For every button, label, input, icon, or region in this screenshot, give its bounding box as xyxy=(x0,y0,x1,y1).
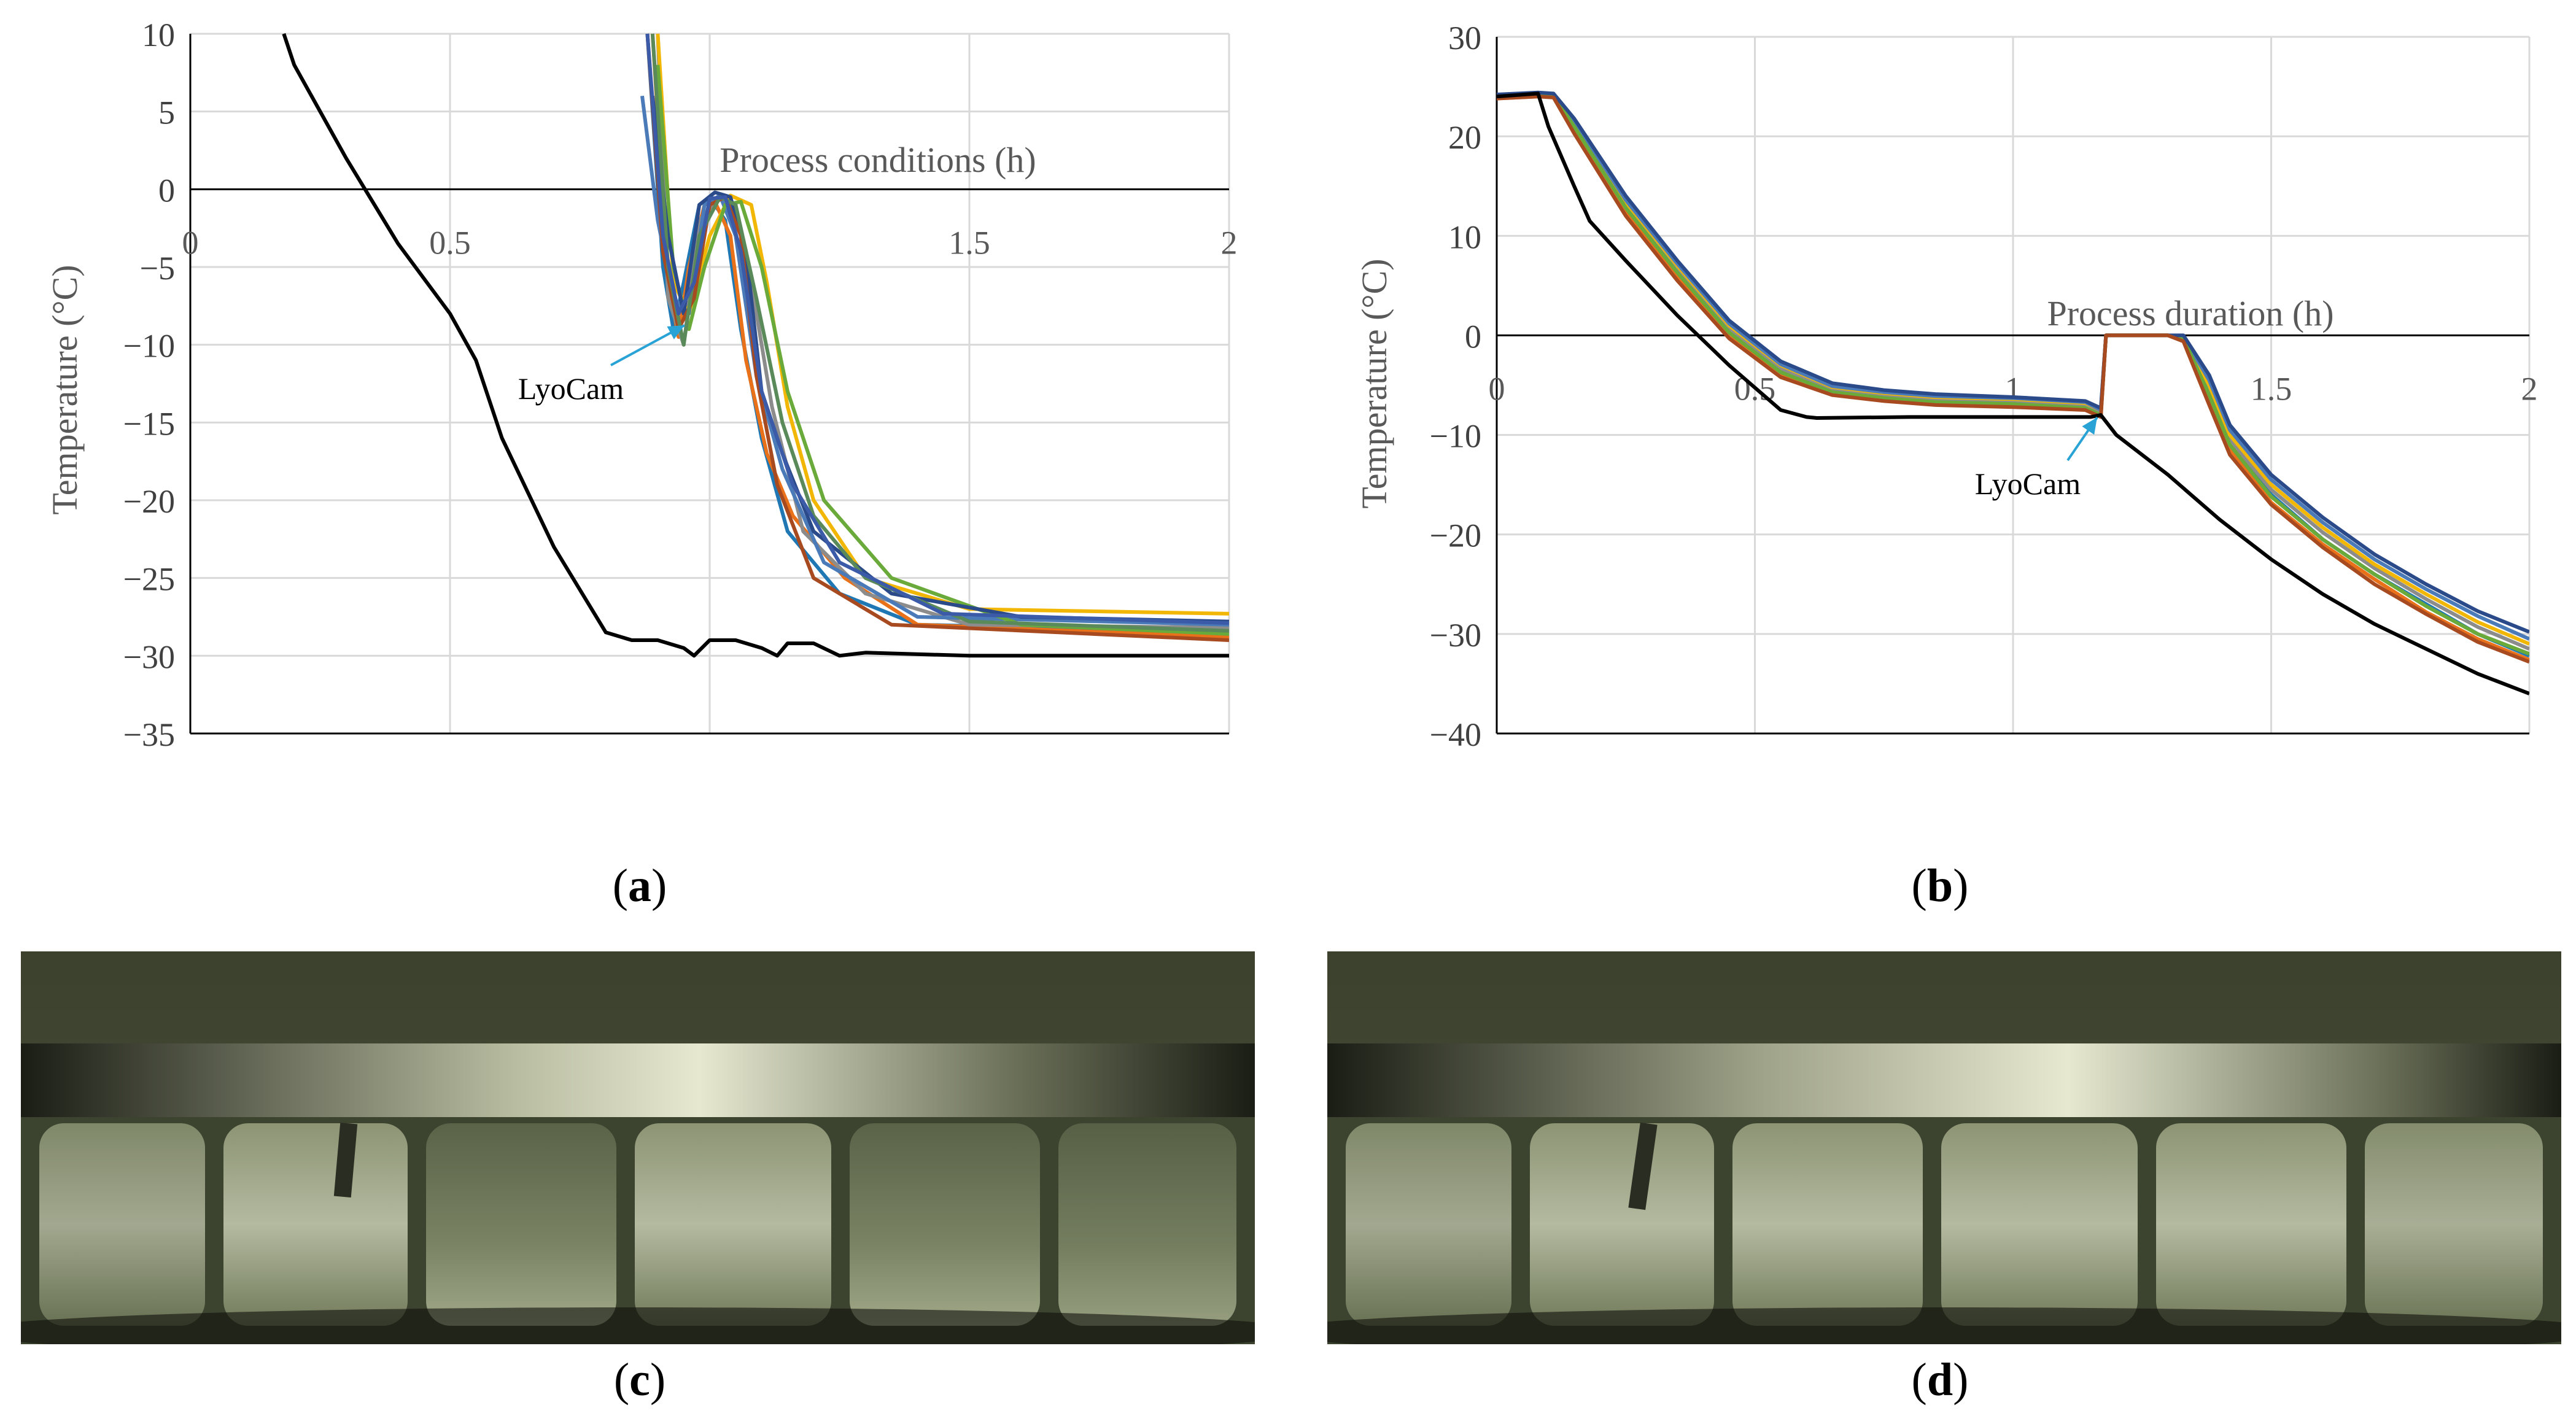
annotation-label: LyoCam xyxy=(1975,466,2081,501)
series-line-s1 xyxy=(645,33,1229,635)
x-tick-label: 2 xyxy=(2521,370,2538,407)
y-tick-label: −30 xyxy=(1430,617,1481,654)
series-line-s7 xyxy=(1497,90,2529,634)
y-tick-label: −35 xyxy=(123,716,175,753)
x-axis-label: Process duration (h) xyxy=(2047,293,2334,333)
panel-label-a: (a) xyxy=(612,860,667,911)
y-tick-label: −25 xyxy=(123,561,175,598)
series-line-s2 xyxy=(650,33,1229,639)
series-line-s9 xyxy=(650,33,1229,633)
series-line-s8 xyxy=(645,33,1229,642)
x-tick-label: 1.5 xyxy=(949,224,990,261)
series-line-s4 xyxy=(656,33,1229,616)
y-tick-label: −30 xyxy=(123,638,175,675)
y-tick-label: 5 xyxy=(158,95,175,131)
series-group xyxy=(1497,90,2529,695)
x-tick-label: 0.5 xyxy=(429,224,471,261)
y-tick-label: −15 xyxy=(123,405,175,442)
reference-line-shelf xyxy=(1497,91,2529,695)
panel-label-d: (d) xyxy=(1911,1354,1969,1406)
y-tick-label: −40 xyxy=(1430,716,1481,753)
y-tick-label: −10 xyxy=(1430,418,1481,455)
reference-line-shelf xyxy=(282,33,1229,658)
y-axis-label: Temperature (°C) xyxy=(45,265,85,514)
y-tick-label: −10 xyxy=(123,328,175,365)
y-tick-label: −5 xyxy=(140,250,175,287)
y-tick-label: 0 xyxy=(158,172,175,209)
x-tick-label: 2 xyxy=(1221,224,1238,261)
x-tick-label: 1.5 xyxy=(2251,370,2292,407)
series-line-s10 xyxy=(645,33,1229,625)
series-line-s6 xyxy=(1497,93,2529,656)
x-tick-label: 0 xyxy=(182,224,199,261)
annotation-label: LyoCam xyxy=(518,371,624,406)
y-tick-label: 30 xyxy=(1448,20,1481,56)
y-tick-label: 10 xyxy=(142,17,175,53)
y-axis-label: Temperature (°C) xyxy=(1354,258,1394,508)
annotation-arrowhead xyxy=(667,325,685,339)
y-tick-label: 20 xyxy=(1448,119,1481,156)
series-line-s8 xyxy=(1497,95,2529,664)
annotation-arrowhead xyxy=(2082,417,2097,435)
y-tick-label: −20 xyxy=(123,483,175,520)
x-tick-label: 0 xyxy=(1489,370,1505,407)
photo-d-vials xyxy=(1327,951,2561,1344)
y-tick-label: 10 xyxy=(1448,219,1481,255)
y-tick-label: 0 xyxy=(1465,318,1481,355)
panel-label-b: (b) xyxy=(1911,860,1969,911)
y-tick-label: −20 xyxy=(1430,517,1481,554)
panel-label-c: (c) xyxy=(613,1354,666,1406)
photo-c-vials xyxy=(21,951,1255,1344)
x-axis-label: Process conditions (h) xyxy=(720,140,1036,180)
